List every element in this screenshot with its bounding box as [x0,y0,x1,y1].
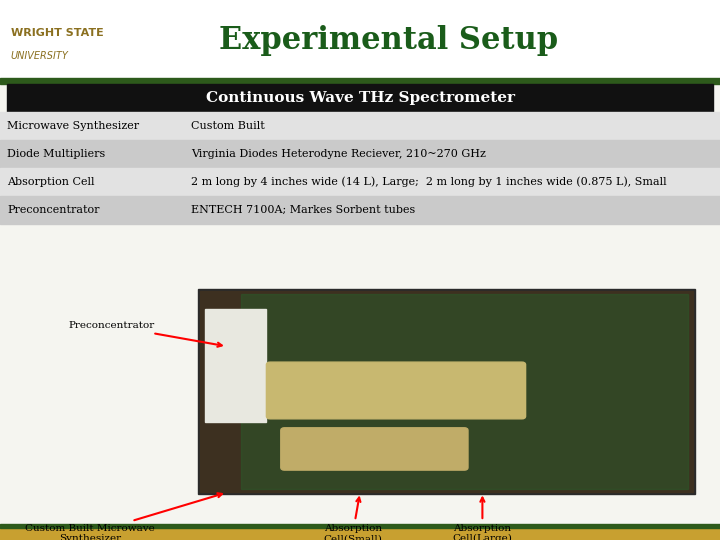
Bar [0,196,720,224]
Text: ENTECH 7100A; Markes Sorbent tubes: ENTECH 7100A; Markes Sorbent tubes [191,205,415,215]
Text: UNIVERSITY: UNIVERSITY [11,51,68,62]
Text: Custom Built Microwave
Synthesizer: Custom Built Microwave Synthesizer [25,493,222,540]
Bar [0,168,720,196]
Text: Microwave Synthesizer: Microwave Synthesizer [7,121,140,131]
Bar [200,291,693,492]
Bar [241,294,688,489]
Bar [205,309,266,422]
Bar [0,0,720,78]
Text: Continuous Wave THz Spectrometer: Continuous Wave THz Spectrometer [205,91,515,105]
Bar [0,78,720,84]
Bar [7,84,713,112]
Text: WRIGHT STATE: WRIGHT STATE [11,28,104,38]
FancyBboxPatch shape [281,428,468,470]
Text: Experimental Setup: Experimental Setup [219,25,559,56]
Bar [0,112,720,140]
Text: Preconcentrator: Preconcentrator [68,321,222,347]
Text: Virginia Diodes Heterodyne Reciever, 210~270 GHz: Virginia Diodes Heterodyne Reciever, 210… [191,149,486,159]
Text: Absorption Cell: Absorption Cell [7,177,95,187]
Text: Diode Multipliers: Diode Multipliers [7,149,105,159]
Bar [0,140,720,168]
Bar [0,524,720,528]
Text: Preconcentrator: Preconcentrator [7,205,99,215]
Text: 2 m long by 4 inches wide (14 L), Large;  2 m long by 1 inches wide (0.875 L), S: 2 m long by 4 inches wide (14 L), Large;… [191,177,667,187]
Bar [198,289,695,494]
Bar [0,528,720,540]
Text: Absorption
Cell(Large): Absorption Cell(Large) [452,497,513,540]
Text: Custom Built: Custom Built [191,121,264,131]
Text: Absorption
Cell(Small): Absorption Cell(Small) [323,497,382,540]
Bar [0,84,720,540]
FancyBboxPatch shape [266,362,526,419]
